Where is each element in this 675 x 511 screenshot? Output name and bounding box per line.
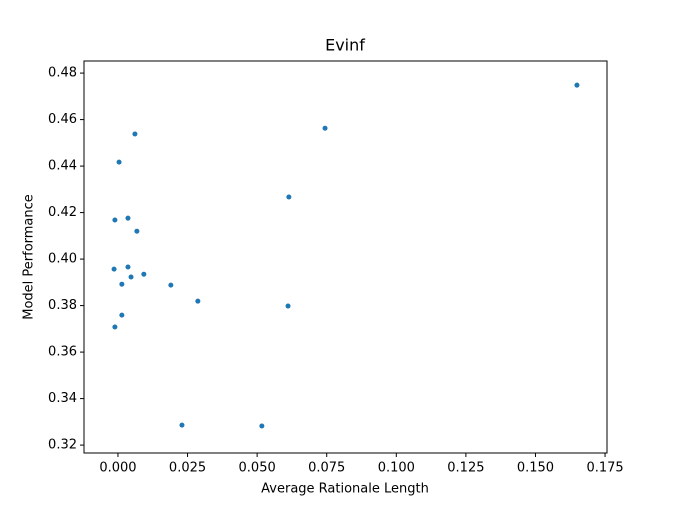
point <box>119 281 125 287</box>
x-axis-label: Average Rationale Length <box>261 482 429 497</box>
y-tick-label: 0.38 <box>48 298 77 313</box>
x-tick-label: 0.050 <box>239 461 276 476</box>
y-tick-label: 0.48 <box>48 66 77 81</box>
point <box>119 312 125 318</box>
y-tick-label: 0.32 <box>48 438 77 453</box>
point <box>574 82 580 88</box>
x-tick-label: 0.150 <box>517 461 554 476</box>
point <box>179 422 185 428</box>
y-axis-label: Model Performance <box>22 194 37 320</box>
point <box>128 274 134 280</box>
point <box>125 264 131 270</box>
x-tick-label: 0.025 <box>169 461 206 476</box>
point <box>112 217 118 223</box>
y-tick-label: 0.36 <box>48 345 77 360</box>
point <box>285 303 291 309</box>
point <box>132 131 138 137</box>
x-tick-label: 0.000 <box>99 461 136 476</box>
y-tick-label: 0.40 <box>48 252 77 267</box>
point <box>116 159 122 165</box>
point <box>111 266 117 272</box>
plot-frame <box>83 60 608 454</box>
point <box>112 324 118 330</box>
y-tick-label: 0.44 <box>48 159 77 174</box>
point <box>322 125 328 131</box>
point <box>141 271 147 277</box>
x-tick-label: 0.125 <box>447 461 484 476</box>
chart-title: Evinf <box>325 36 365 55</box>
y-tick-label: 0.34 <box>48 391 77 406</box>
y-tick-label: 0.42 <box>48 205 77 220</box>
point <box>259 423 265 429</box>
x-tick-label: 0.175 <box>586 461 623 476</box>
y-tick-label: 0.46 <box>48 112 77 127</box>
point <box>195 298 201 304</box>
point <box>286 194 292 200</box>
x-tick-label: 0.075 <box>308 461 345 476</box>
point <box>125 215 131 221</box>
point <box>134 228 140 234</box>
point <box>168 282 174 288</box>
x-tick-label: 0.100 <box>378 461 415 476</box>
